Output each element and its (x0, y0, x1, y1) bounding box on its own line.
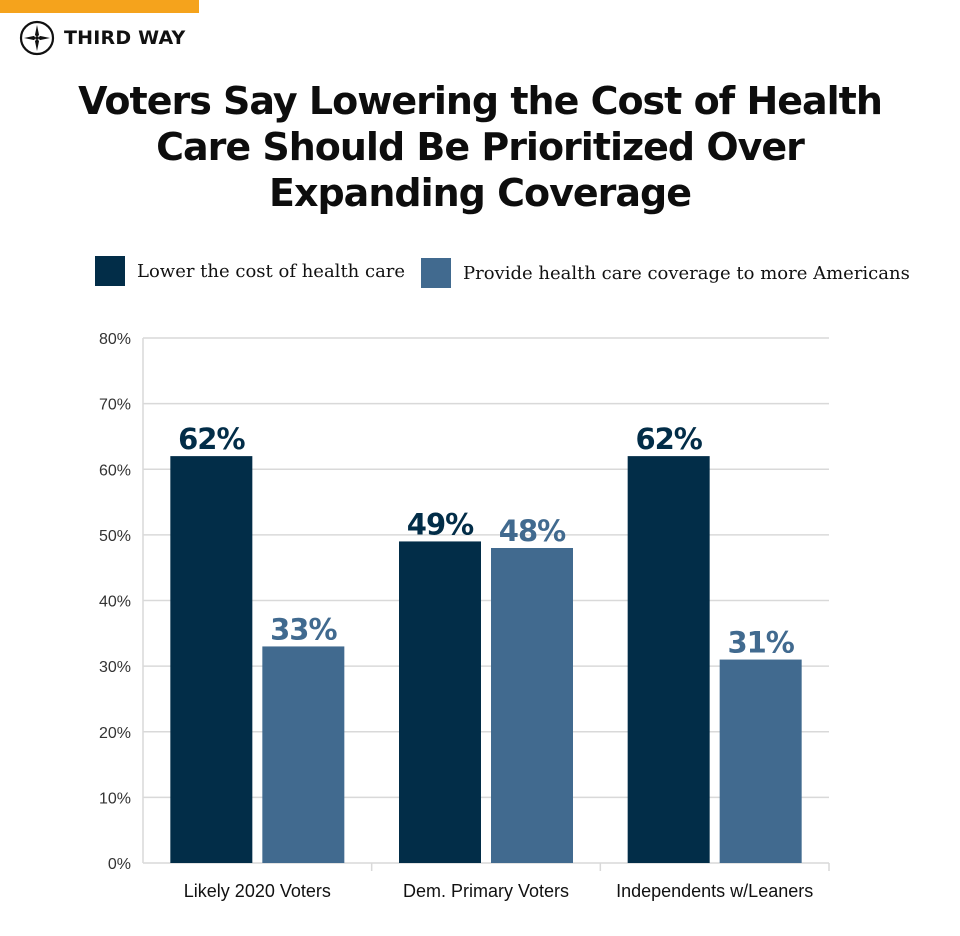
chart-title: Voters Say Lowering the Cost of Health C… (60, 78, 900, 216)
data-label: 62% (178, 422, 245, 456)
y-tick-label: 40% (99, 594, 131, 611)
brand-name: THIRD WAY (64, 27, 186, 49)
legend-label-coverage: Provide health care coverage to more Ame… (463, 262, 910, 284)
x-category-label: Likely 2020 Voters (184, 881, 331, 901)
bar-lower-cost (627, 456, 710, 863)
legend-swatch-lower-cost (95, 256, 125, 286)
data-label: 33% (270, 612, 337, 646)
legend-swatch-coverage (421, 258, 451, 288)
compass-star-icon (19, 20, 55, 56)
chart-title-line-2: Care Should Be Prioritized Over (156, 125, 805, 169)
y-tick-label: 80% (99, 331, 131, 348)
bar-coverage (262, 646, 345, 863)
data-label: 62% (635, 422, 702, 456)
x-category-label: Independents w/Leaners (616, 881, 813, 901)
x-category-label: Dem. Primary Voters (403, 881, 569, 901)
y-tick-label: 10% (99, 790, 131, 807)
legend-item-coverage: Provide health care coverage to more Ame… (421, 258, 910, 288)
chart-title-line-1: Voters Say Lowering the Cost of Health (78, 79, 883, 123)
data-label: 31% (727, 626, 794, 660)
data-label: 49% (407, 507, 474, 541)
chart-title-line-3: Expanding Coverage (269, 171, 692, 215)
bar-lower-cost (170, 456, 253, 863)
bar-coverage (491, 548, 573, 863)
y-tick-label: 60% (99, 462, 131, 479)
y-tick-label: 30% (99, 659, 131, 676)
data-label: 48% (499, 514, 566, 548)
brand-logo: THIRD WAY (19, 20, 186, 56)
legend-label-lower-cost: Lower the cost of health care (137, 260, 406, 282)
brand-accent-bar (0, 0, 199, 13)
y-tick-label: 70% (99, 397, 131, 414)
y-tick-label: 20% (99, 725, 131, 742)
y-tick-label: 50% (99, 528, 131, 545)
legend-item-lower-cost: Lower the cost of health care (95, 256, 405, 286)
bar-lower-cost (399, 541, 481, 863)
y-tick-label: 0% (108, 856, 131, 873)
bar-coverage (719, 659, 802, 863)
